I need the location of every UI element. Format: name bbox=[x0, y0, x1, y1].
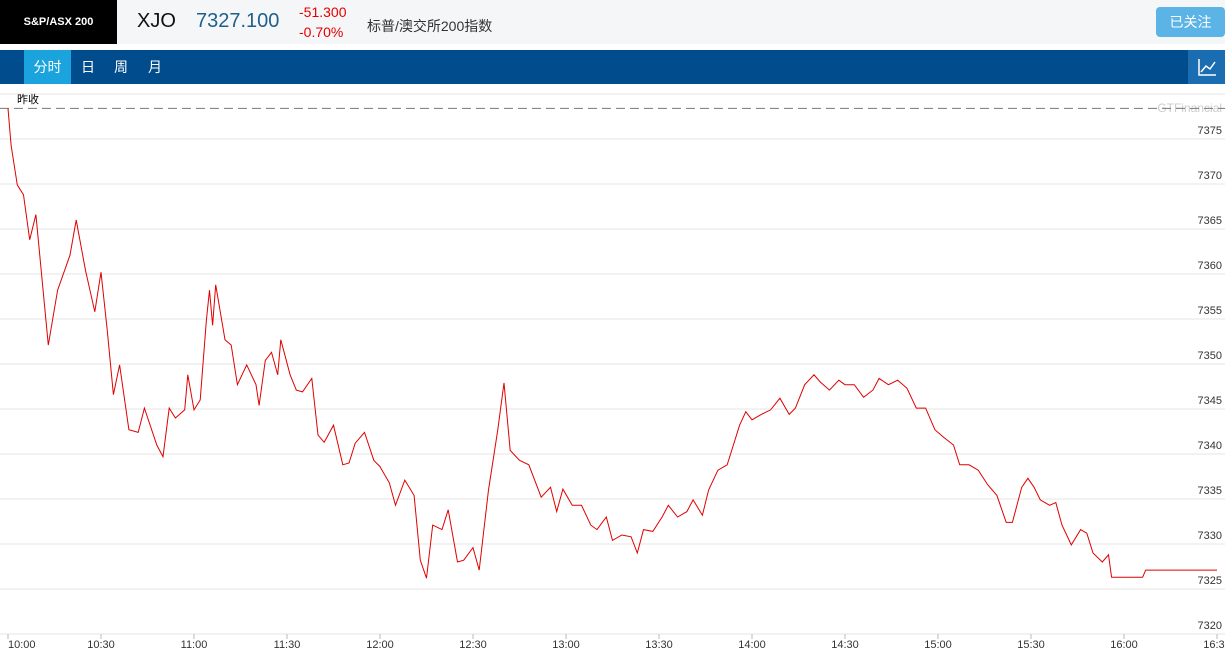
reference-label: 昨收 bbox=[17, 92, 39, 106]
x-tick-label: 10:00 bbox=[8, 639, 36, 651]
price-line bbox=[7, 108, 1217, 579]
x-tick-label: 13:00 bbox=[552, 639, 580, 651]
y-tick-label: 7365 bbox=[1198, 215, 1222, 227]
x-tick-label: 11:00 bbox=[181, 639, 208, 651]
follow-button[interactable]: 已关注 bbox=[1156, 7, 1225, 37]
y-tick-label: 7355 bbox=[1198, 305, 1222, 317]
x-tick-label: 16:30 bbox=[1203, 639, 1225, 651]
tab[interactable]: 分时 bbox=[24, 50, 71, 84]
y-tick-label: 7330 bbox=[1198, 530, 1222, 542]
x-tick-label: 10:30 bbox=[87, 639, 115, 651]
chart-type-button[interactable] bbox=[1188, 50, 1225, 84]
y-tick-label: 7360 bbox=[1198, 260, 1222, 272]
y-tick-label: 7340 bbox=[1198, 440, 1222, 452]
header: S&P/ASX 200 XJO 7327.100 -51.300 -0.70% … bbox=[0, 0, 1225, 44]
change-percent: -0.70% bbox=[299, 24, 344, 40]
chart: 7320 7325 7330 7335 7340 7345 7350 7355 7360 7365… bbox=[0, 92, 1225, 651]
index-name: 标普/澳交所200指数 bbox=[367, 18, 493, 34]
tab[interactable]: 周 bbox=[114, 59, 128, 75]
y-tick-label: 7335 bbox=[1198, 485, 1222, 497]
x-tick-label: 14:30 bbox=[831, 639, 859, 651]
x-tick-label: 15:30 bbox=[1017, 639, 1045, 651]
tab[interactable]: 日 bbox=[81, 59, 95, 75]
x-tick-label: 16:00 bbox=[1110, 639, 1138, 651]
x-tick-label: 11:30 bbox=[274, 639, 301, 651]
y-tick-label: 7325 bbox=[1198, 575, 1222, 587]
x-tick-label: 13:30 bbox=[645, 639, 673, 651]
logo: S&P/ASX 200 bbox=[0, 0, 117, 44]
y-tick-label: 7370 bbox=[1198, 170, 1222, 182]
y-tick-label: 7375 bbox=[1198, 125, 1222, 137]
y-tick-label: 7345 bbox=[1198, 395, 1222, 407]
x-tick-label: 12:30 bbox=[459, 639, 487, 651]
y-tick-label: 7320 bbox=[1198, 620, 1222, 632]
y-tick-label: 7350 bbox=[1198, 350, 1222, 362]
chart-icon bbox=[1198, 59, 1216, 76]
x-tick-label: 12:00 bbox=[366, 639, 394, 651]
tab[interactable]: 月 bbox=[148, 59, 162, 75]
x-tick-label: 15:00 bbox=[924, 639, 952, 651]
watermark: GTFinancial bbox=[1157, 101, 1222, 115]
price: 7327.100 bbox=[196, 10, 280, 32]
tab-bar: 分时 日 周 月 bbox=[0, 50, 1225, 84]
x-tick-label: 14:00 bbox=[738, 639, 766, 651]
change: -51.300 bbox=[299, 4, 347, 20]
symbol: XJO bbox=[137, 10, 176, 32]
